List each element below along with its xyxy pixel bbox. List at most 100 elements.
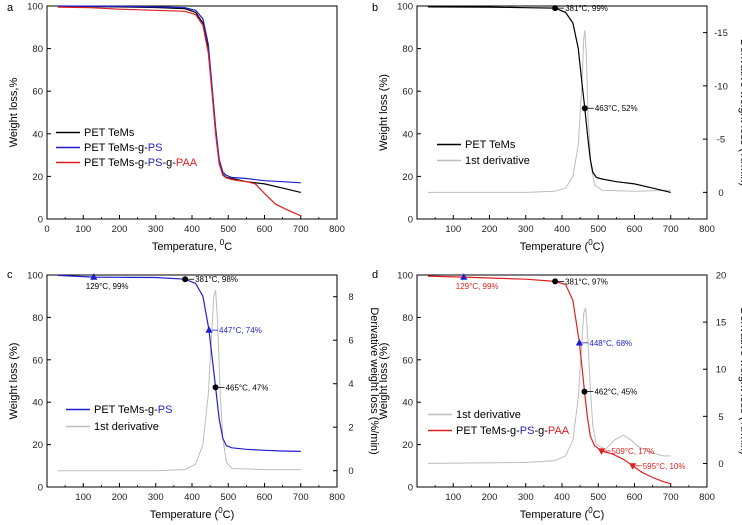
y-tick-label: 60: [32, 355, 43, 366]
x-tick-label: 600: [257, 492, 273, 503]
legend-label-part: PS: [158, 404, 173, 416]
annotation-marker: [575, 338, 583, 346]
x-tick-label: 600: [257, 224, 273, 235]
x-tick-label: 0: [44, 224, 49, 235]
y2-tick-label: 2: [348, 423, 353, 434]
legend-label-part: PS: [148, 142, 163, 154]
annotation-label: 381°C, 97%: [565, 277, 608, 286]
legend-label: 1st derivative: [94, 421, 159, 433]
x-tick-label: 600: [627, 492, 643, 503]
y2-tick-label: 0: [348, 466, 353, 477]
x-tick-label: 800: [699, 492, 715, 503]
legend-label: PET TeMs: [465, 139, 516, 151]
y2-tick-label: 0: [718, 459, 723, 470]
y-tick-label: 60: [32, 87, 43, 98]
x-tick-label: 400: [184, 492, 200, 503]
annotation-marker: [581, 105, 588, 112]
annotation-label: 129°C, 99%: [456, 282, 499, 291]
x-axis-label-tail: C): [223, 509, 235, 521]
legend-label: 1st derivative: [456, 409, 521, 421]
legend-label: PET TeMs-g-PS: [94, 404, 172, 416]
x-tick-label: 800: [329, 224, 345, 235]
y-tick-label: 100: [397, 2, 413, 13]
y-tick-label: 40: [402, 398, 413, 409]
x-tick-label: 500: [590, 224, 606, 235]
x-axis-label: Temperature (0C): [520, 506, 605, 521]
y-tick-label: 20: [402, 440, 413, 451]
x-tick-label: 300: [148, 224, 164, 235]
x-axis-label: Temperature (0C): [520, 238, 605, 253]
y2-axis-label: Derivative weight loss (%/min): [738, 39, 742, 186]
y2-tick-label: 4: [348, 379, 353, 390]
y-tick-label: 20: [32, 172, 43, 183]
annotation-label: 509°C, 17%: [612, 447, 655, 456]
y2-tick-label: -15: [714, 28, 728, 39]
y2-axis-label: Derivative weight loss (%/min): [738, 307, 742, 454]
x-tick-label: 700: [663, 224, 679, 235]
x-tick-label: 400: [554, 492, 570, 503]
legend-label-part: PET TeMs-g-: [456, 425, 520, 437]
x-tick-label: 700: [293, 224, 309, 235]
y-axis-label: Weight loss (%): [378, 343, 390, 420]
annotation-label: 129°C, 99%: [86, 282, 129, 291]
y2-tick-label: 8: [348, 292, 353, 303]
legend-label-part: -g-: [162, 157, 176, 169]
legend-label-part: 1st derivative: [94, 421, 159, 433]
x-axis-label-text: Temperature (: [520, 509, 589, 521]
x-tick-label: 400: [184, 224, 200, 235]
annotation-marker: [90, 273, 98, 280]
legend-label-part: PET TeMs: [84, 127, 135, 139]
x-tick-label: 500: [220, 492, 236, 503]
y2-tick-label: 6: [348, 336, 353, 347]
annotation-label: 381°C, 98%: [195, 275, 238, 284]
x-tick-label: 400: [554, 224, 570, 235]
legend-label: PET TeMs-g-PS-g-PAA: [456, 425, 570, 437]
legend-label-part: PAA: [176, 157, 198, 169]
panel-letter: a: [7, 2, 14, 14]
x-tick-label: 500: [220, 224, 236, 235]
annotation-label: 595°C, 10%: [643, 462, 686, 471]
x-tick-label: 800: [329, 492, 345, 503]
annotation-label: 465°C, 47%: [226, 383, 269, 392]
legend-label-part: PS: [520, 425, 535, 437]
series-line-1: [427, 275, 671, 485]
series-line-1: [57, 274, 301, 452]
y2-tick-label: -5: [717, 135, 725, 146]
x-axis-label-tail: C): [593, 509, 605, 521]
x-axis-label: Temperature, 0C: [152, 238, 232, 253]
panel-a: a 0 100 200 300 400 500 600 700 800 0 20 40 60 80 100 Te…: [7, 2, 345, 254]
legend-label-part: PET TeMs-g-: [94, 404, 158, 416]
y-tick-label: 0: [38, 215, 43, 226]
x-axis-label-text: Temperature (: [150, 509, 219, 521]
panel-b: b 100 200 300 400 500 600 700 800 0 20 40 60 80 100 0 -5…: [372, 2, 742, 254]
legend-label-part: PET TeMs-g-: [84, 157, 148, 169]
x-axis-label-tail: C): [593, 241, 605, 253]
y-axis-label: Weight loss,%: [8, 78, 20, 148]
plot-frame: [416, 274, 708, 488]
legend-label-part: -g-: [534, 425, 548, 437]
annotation-marker: [182, 276, 189, 283]
x-tick-label: 100: [75, 492, 91, 503]
x-tick-label: 200: [482, 492, 498, 503]
y-tick-label: 100: [27, 2, 43, 13]
series-line-1: [427, 6, 671, 193]
x-tick-label: 200: [112, 224, 128, 235]
panel-letter: d: [372, 269, 378, 281]
x-axis-label-text: Temperature,: [152, 241, 220, 253]
x-tick-label: 200: [482, 224, 498, 235]
legend-label-part: PET TeMs-g-: [84, 142, 148, 154]
x-tick-label: 200: [112, 492, 128, 503]
y2-tick-label: 20: [716, 271, 727, 282]
plot-frame: [46, 5, 338, 220]
annotation-marker: [597, 448, 606, 455]
annotation-marker: [581, 388, 588, 395]
legend-label-part: PET TeMs: [465, 139, 516, 151]
y2-tick-label: 5: [718, 412, 723, 423]
y-tick-label: 80: [32, 313, 43, 324]
y-tick-label: 80: [32, 44, 43, 55]
x-axis-label-sup: 0: [588, 506, 593, 515]
x-tick-label: 100: [445, 492, 461, 503]
y2-tick-label: 10: [716, 365, 727, 376]
